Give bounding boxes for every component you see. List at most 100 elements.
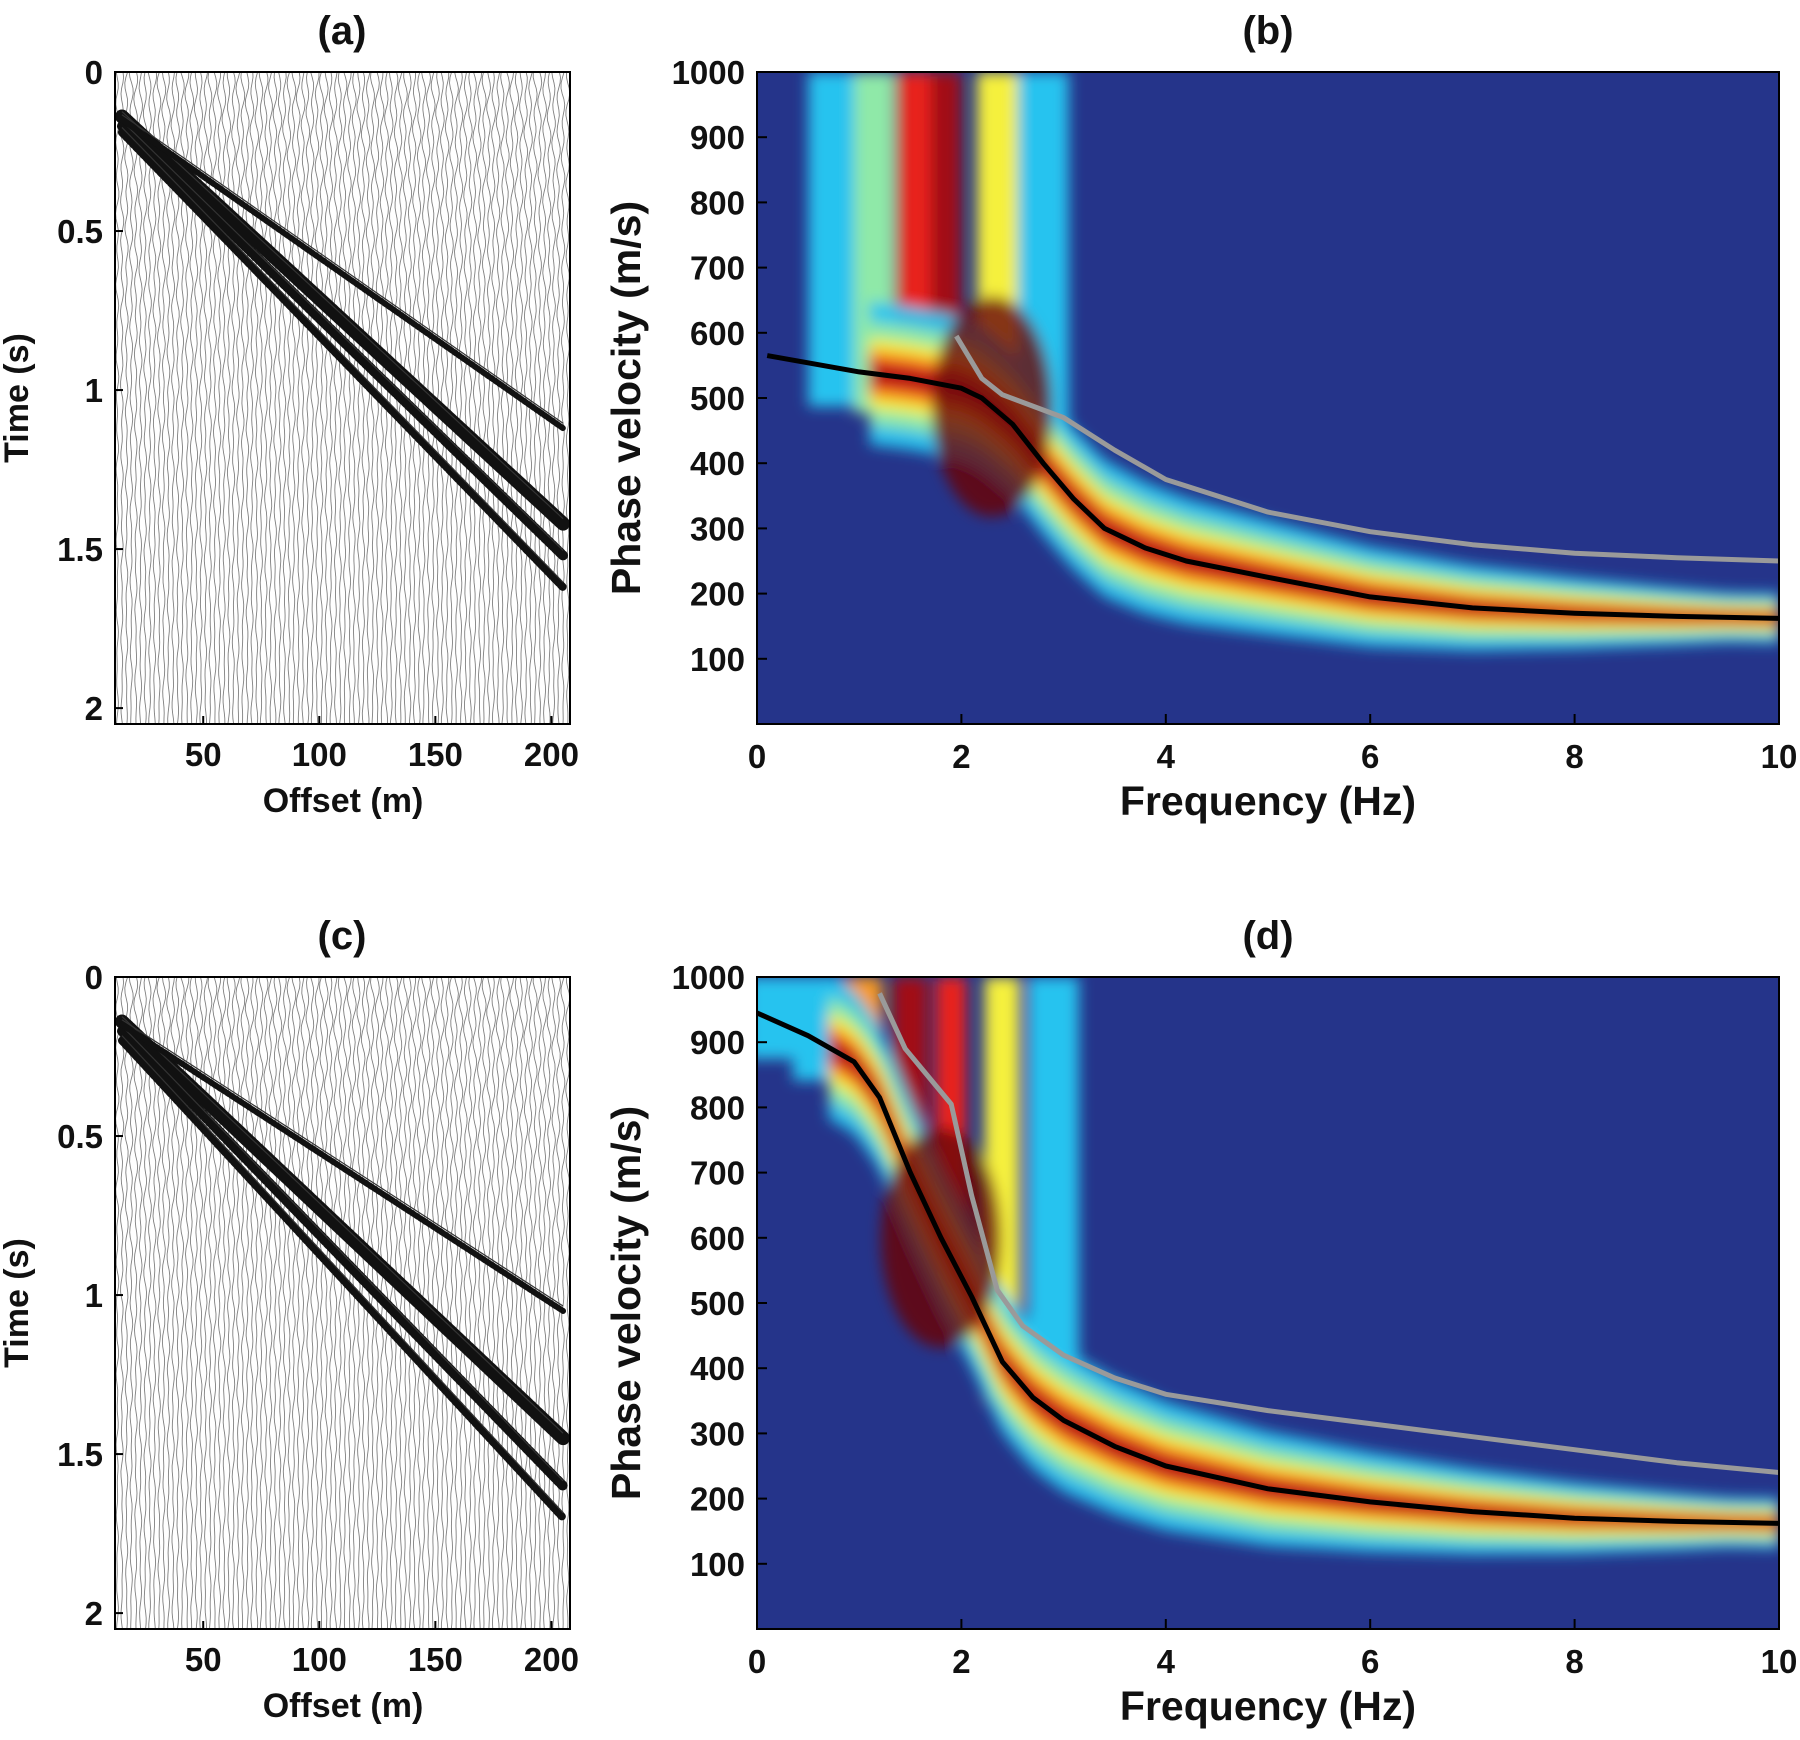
panel-c-trace bbox=[514, 977, 520, 1629]
panel-d-energy-band bbox=[828, 1022, 1779, 1532]
panel-a-arrival-edge bbox=[121, 120, 564, 551]
panel-c-trace bbox=[115, 977, 120, 1629]
panel-d-ytick-label: 400 bbox=[690, 1350, 745, 1387]
panel-c-arrival-band bbox=[118, 1021, 567, 1314]
panel-a-trace bbox=[356, 72, 362, 724]
panel-a-trace bbox=[463, 72, 468, 724]
panel-a-trace bbox=[453, 72, 459, 724]
panel-c-trace bbox=[532, 977, 538, 1629]
panel-c-trace bbox=[491, 977, 496, 1629]
panel-c-trace bbox=[291, 977, 297, 1629]
panel-b-ytick-label: 600 bbox=[690, 315, 745, 352]
panel-b-ytick-label: 500 bbox=[690, 380, 745, 417]
panel-c-frame bbox=[114, 976, 571, 1630]
panel-b-xtick-label: 10 bbox=[1761, 738, 1798, 775]
panel-a-trace bbox=[263, 72, 269, 724]
panel-c-trace bbox=[402, 977, 408, 1629]
panel-c-trace bbox=[124, 977, 129, 1629]
panel-d-heatmap bbox=[757, 977, 1779, 1555]
panel-a-trace bbox=[370, 72, 375, 724]
panel-c-trace bbox=[203, 977, 209, 1629]
panel-a-ylabel: Time (s) bbox=[0, 333, 36, 463]
panel-a-trace bbox=[314, 72, 320, 724]
panel-c-ylabel: Time (s) bbox=[0, 1238, 36, 1368]
panel-b-xtick-label: 0 bbox=[748, 738, 766, 775]
panel-c-trace bbox=[468, 977, 473, 1629]
panel-a-trace bbox=[295, 72, 301, 724]
panel-c-trace bbox=[342, 977, 348, 1629]
panel-b-energy-streak bbox=[808, 72, 860, 407]
panel-b-heatmap bbox=[808, 72, 1779, 651]
panel-b-ylabel: Phase velocity (m/s) bbox=[603, 201, 649, 595]
panel-a-trace bbox=[560, 72, 566, 724]
panel-a-trace bbox=[231, 72, 236, 724]
panel-a-trace bbox=[240, 72, 246, 724]
panel-b-ytick-label: 900 bbox=[690, 119, 745, 156]
panel-c-xtick-label: 150 bbox=[408, 1641, 463, 1678]
panel-d-ticks: 0 2 4 6 8 10 100 200 300 400 500 600 700 800 900 1000 bbox=[672, 959, 1798, 1680]
panel-a-trace bbox=[156, 72, 162, 724]
panel-b-xtick-label: 6 bbox=[1361, 738, 1379, 775]
panel-a-xtick-label: 50 bbox=[185, 736, 222, 773]
panel-a-trace bbox=[147, 72, 152, 724]
panel-c-trace bbox=[240, 977, 246, 1629]
panel-a: (a) 50 100 150 200 0 0.5 1 1.5 2 Offset (m) Time… bbox=[0, 9, 579, 820]
panel-a-frame bbox=[114, 71, 571, 725]
panel-b-ytick-label: 300 bbox=[690, 510, 745, 547]
panel-b-ytick-label: 200 bbox=[690, 576, 745, 613]
panel-c-arrival-edge bbox=[121, 1016, 564, 1434]
panel-c-trace bbox=[254, 977, 260, 1629]
panel-c-trace bbox=[263, 977, 269, 1629]
panel-a-arrivals bbox=[115, 109, 570, 592]
panel-a-trace bbox=[254, 72, 260, 724]
panel-c-trace bbox=[258, 977, 264, 1629]
panel-c-trace bbox=[495, 977, 501, 1629]
panel-b-xlabel: Frequency (Hz) bbox=[1120, 778, 1416, 824]
panel-c-trace bbox=[282, 977, 287, 1629]
panel-a-trace bbox=[500, 72, 505, 724]
panel-a-trace bbox=[309, 72, 315, 724]
panel-d-xlabel: Frequency (Hz) bbox=[1120, 1683, 1416, 1729]
panel-b-title: (b) bbox=[1242, 9, 1293, 53]
panel-a-trace bbox=[161, 72, 167, 724]
panel-a-trace bbox=[365, 72, 371, 724]
panel-c-trace bbox=[537, 977, 543, 1629]
panel-c-trace bbox=[370, 977, 375, 1629]
panel-c-trace bbox=[477, 977, 483, 1629]
panel-d-xtick-label: 6 bbox=[1361, 1643, 1379, 1680]
panel-c-trace bbox=[356, 977, 362, 1629]
panel-a-trace bbox=[328, 72, 334, 724]
panel-c-trace bbox=[500, 977, 505, 1629]
panel-c-trace bbox=[249, 977, 255, 1629]
panel-a-trace bbox=[486, 72, 491, 724]
panel-a-trace bbox=[361, 72, 366, 724]
panel-c-ticks: 50 100 150 200 0 0.5 1 1.5 2 bbox=[57, 959, 579, 1678]
panel-a-trace bbox=[115, 72, 120, 724]
panel-c-trace bbox=[444, 977, 450, 1629]
panel-c-trace bbox=[472, 977, 478, 1629]
panel-a-trace bbox=[217, 72, 222, 724]
panel-c-trace bbox=[268, 977, 273, 1629]
panel-a-xlabel: Offset (m) bbox=[263, 782, 424, 820]
panel-a-trace bbox=[449, 72, 454, 724]
panel-d-xtick-label: 2 bbox=[952, 1643, 970, 1680]
panel-c-trace bbox=[198, 977, 204, 1629]
panel-d-ylabel: Phase velocity (m/s) bbox=[603, 1106, 649, 1500]
panel-a-trace bbox=[249, 72, 255, 724]
panel-a-trace bbox=[351, 72, 357, 724]
panel-b-energy-band bbox=[869, 321, 1779, 640]
panel-a-trace bbox=[244, 72, 250, 724]
panel-c-trace bbox=[231, 977, 236, 1629]
panel-a-trace bbox=[468, 72, 473, 724]
panel-a-trace bbox=[138, 72, 143, 724]
panel-a-arrival-edge bbox=[121, 127, 564, 583]
panel-c-xtick-label: 100 bbox=[292, 1641, 347, 1678]
panel-c-trace bbox=[323, 977, 329, 1629]
panel-a-ytick-label: 0.5 bbox=[57, 213, 103, 250]
panel-a-trace bbox=[124, 72, 129, 724]
panel-a-trace bbox=[505, 72, 510, 724]
panel-a-trace bbox=[305, 72, 311, 724]
panel-c-trace bbox=[319, 977, 324, 1629]
panel-c-trace bbox=[346, 977, 352, 1629]
panel-a-arrival-edge bbox=[121, 111, 564, 520]
